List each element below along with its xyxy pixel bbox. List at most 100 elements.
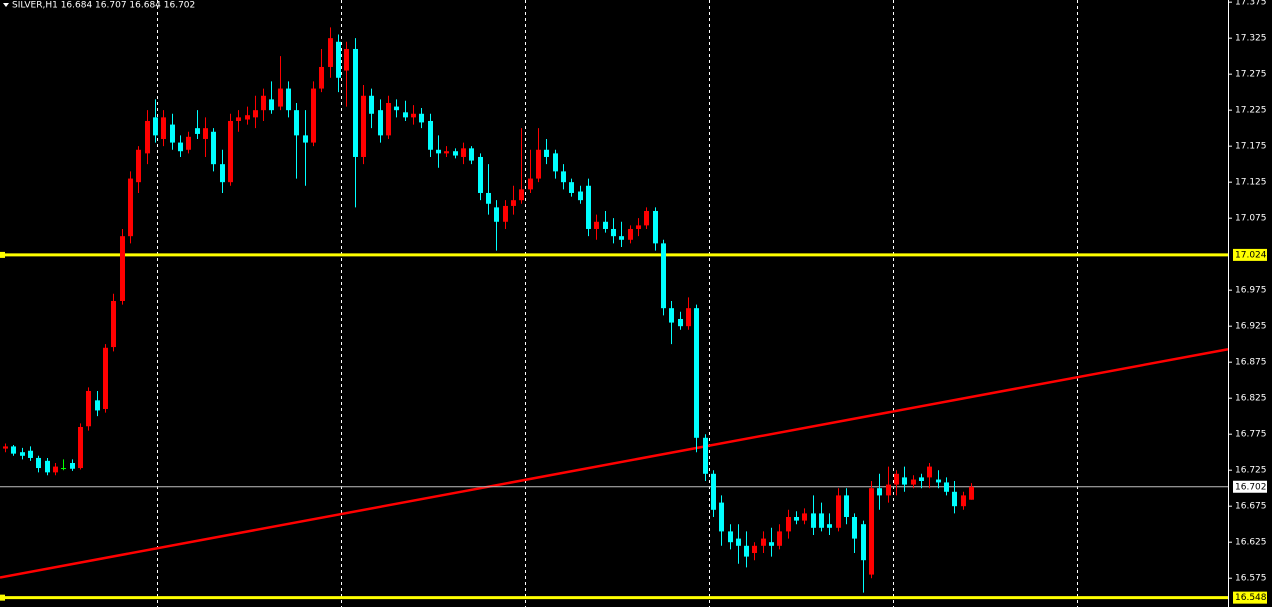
price-label: 17.024 [1235, 250, 1267, 260]
price-label: 16.702 [1235, 482, 1267, 492]
candle-body [103, 347, 108, 409]
candle-body [728, 531, 733, 543]
candle-body [536, 149, 541, 179]
candle-body [919, 477, 924, 481]
candle-body [644, 210, 649, 226]
candle-body [428, 120, 433, 150]
y-tick-label: 16.875 [1235, 358, 1267, 368]
trend-line [0, 347, 1229, 579]
candle-body [661, 243, 666, 309]
price-label-box [1233, 591, 1267, 604]
candle-body [444, 151, 449, 154]
candle-body [877, 488, 882, 496]
price-label: 16.548 [1235, 593, 1267, 603]
candle-body [694, 308, 699, 438]
candle-body [136, 149, 141, 183]
candle-body [186, 136, 191, 150]
candle-body [20, 452, 25, 456]
candle-body [269, 99, 274, 111]
candle-body [178, 142, 183, 152]
candle-body [411, 113, 416, 118]
candle-body [211, 131, 216, 165]
candle-body [744, 545, 749, 557]
candle-body [628, 228, 633, 240]
y-tick-label: 17.375 [1235, 0, 1267, 8]
candle-body [228, 120, 233, 183]
candle-body [503, 205, 508, 222]
candle-body [528, 178, 533, 190]
candle-body [36, 457, 41, 469]
candle-body [28, 450, 33, 458]
candle-body [836, 495, 841, 528]
candle-body [128, 178, 133, 237]
candle-body [719, 502, 724, 532]
y-tick-label: 16.675 [1235, 502, 1267, 512]
y-tick-label: 17.325 [1235, 34, 1267, 44]
candle-body [286, 88, 291, 111]
candle-body [786, 516, 791, 532]
candle-body [794, 516, 799, 521]
y-tick-label: 17.075 [1235, 214, 1267, 224]
y-tick-label: 16.775 [1235, 430, 1267, 440]
candle-body [844, 495, 849, 517]
candle-body [319, 66, 324, 89]
candle-body [394, 106, 399, 111]
candle-body [436, 149, 441, 154]
candle-body [344, 48, 349, 71]
candle-body [811, 513, 816, 528]
candle-body [819, 513, 824, 528]
y-tick-label: 16.925 [1235, 322, 1267, 332]
menu-arrow[interactable] [3, 3, 9, 7]
candle-body [927, 466, 932, 478]
candle-body [902, 477, 907, 485]
level-handle [0, 251, 5, 258]
price-label-box [1233, 248, 1267, 261]
y-tick-label: 17.175 [1235, 142, 1267, 152]
candle-body [195, 128, 200, 134]
candle-body [153, 117, 158, 136]
candle-body [894, 473, 899, 485]
candle-body [478, 156, 483, 193]
candle-body [294, 110, 299, 136]
candle-body [669, 308, 674, 323]
candle-body [378, 110, 383, 136]
y-tick-label: 16.825 [1235, 394, 1267, 404]
candle-body [769, 542, 774, 546]
candle-body [220, 164, 225, 183]
candle-body [53, 466, 58, 473]
candle-body [636, 225, 641, 229]
candle-body [78, 426, 83, 469]
candle-body [203, 128, 208, 139]
candle-body [852, 516, 857, 539]
candle-body [403, 112, 408, 118]
candle-body [944, 482, 949, 492]
candle-body [569, 182, 574, 193]
candle-body [461, 148, 466, 157]
candle-body [253, 110, 258, 118]
candle-body [469, 148, 474, 161]
candle-body [961, 495, 966, 507]
candle-body [511, 200, 516, 206]
candle-body [911, 479, 916, 485]
candle-body [70, 462, 75, 469]
candle-body [544, 149, 549, 157]
candle-body [120, 236, 125, 301]
candle-body [653, 210, 658, 244]
y-tick-label: 16.725 [1235, 466, 1267, 476]
candle-body [711, 473, 716, 510]
candle-body [236, 117, 241, 121]
candle-body [686, 308, 691, 327]
chart-title: SILVER,H1 16.684 16.707 16.684 16.702 [12, 1, 195, 11]
candle-body [61, 468, 66, 470]
candle-body [553, 153, 558, 172]
candle-body [278, 88, 283, 107]
candle-body [869, 488, 874, 575]
candle-body [45, 460, 50, 473]
candle-body [952, 491, 957, 507]
candle-body [861, 524, 866, 561]
y-tick-label: 16.625 [1235, 538, 1267, 548]
candle-body [328, 38, 333, 67]
candle-body [752, 545, 757, 553]
y-tick-label: 17.225 [1235, 106, 1267, 116]
price-label-box [1233, 480, 1267, 493]
